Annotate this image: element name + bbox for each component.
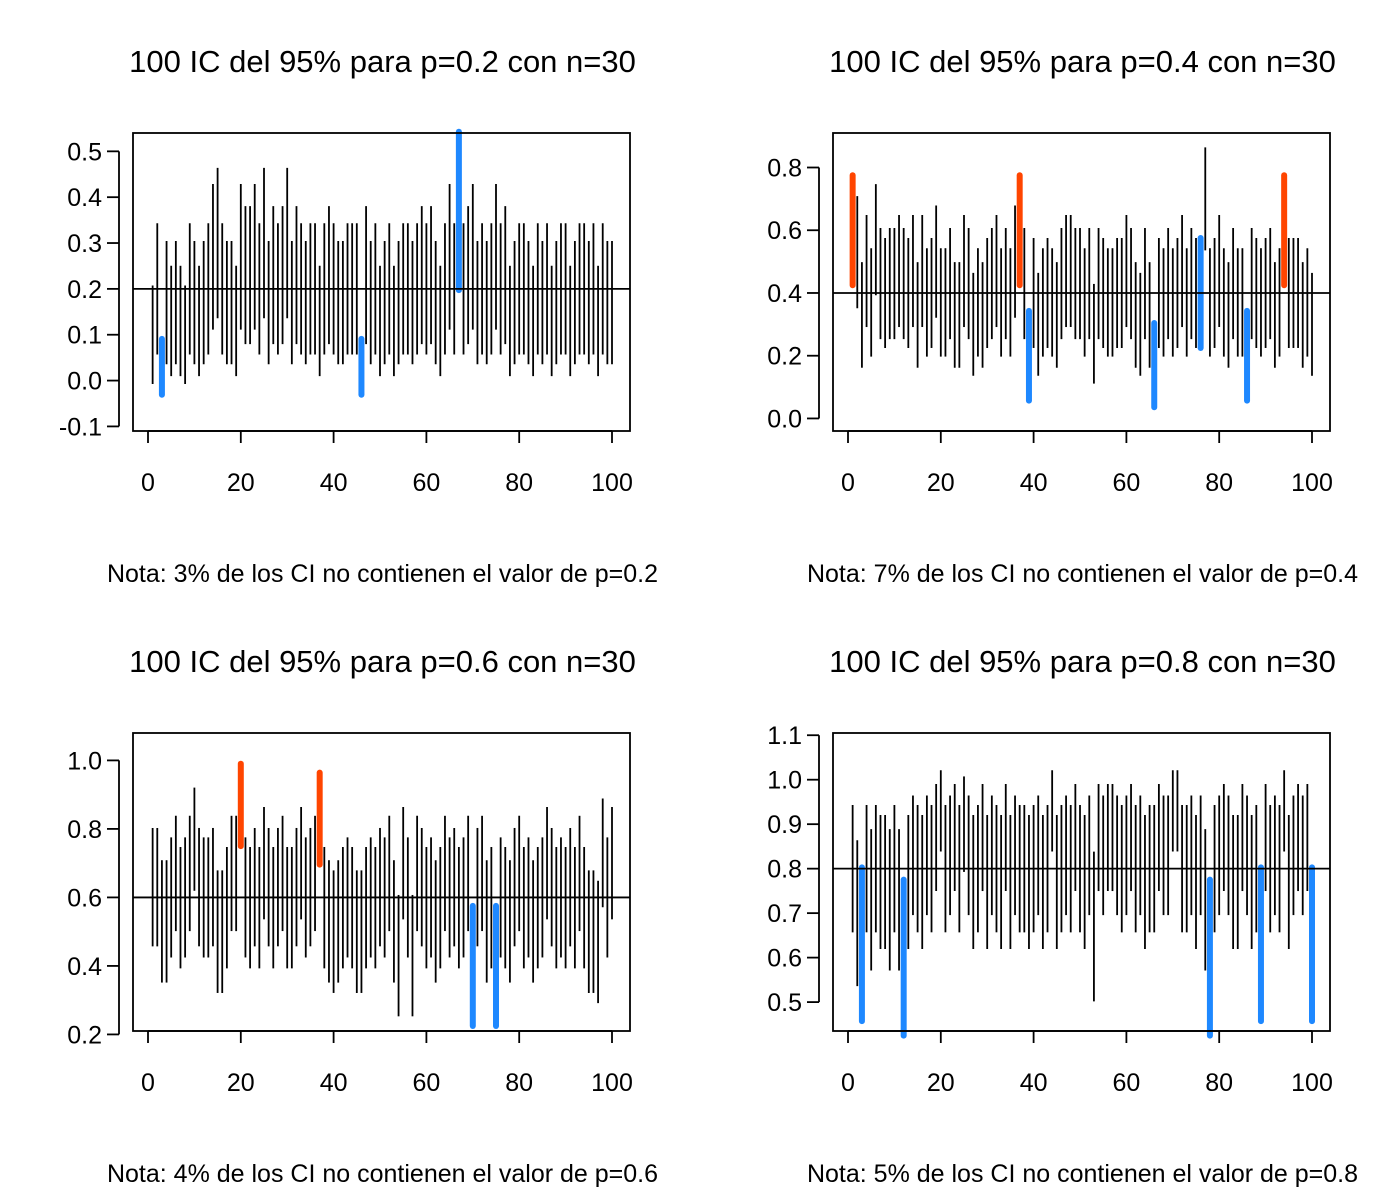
x-tick-label: 20: [927, 469, 955, 497]
x-tick-label: 60: [1112, 469, 1140, 497]
x-tick-label: 80: [505, 469, 533, 497]
x-tick-label: 20: [927, 1069, 955, 1097]
x-tick-label: 0: [841, 1069, 855, 1097]
x-tick-label: 100: [591, 469, 633, 497]
y-tick-label: 1.0: [767, 767, 802, 795]
x-tick-label: 0: [841, 469, 855, 497]
y-tick-label: 0.2: [67, 276, 102, 304]
ci-chart-p02: 0 20 40 60 80 100 -0.1 0.0 0.1 0.2 0.3 0.4 0.5: [59, 128, 633, 497]
x-tick-label: 80: [1205, 469, 1233, 497]
y-tick-label: 1.1: [767, 722, 802, 750]
y-tick-label: 0.4: [767, 280, 802, 308]
y-tick-label: 0.1: [67, 322, 102, 350]
y-tick-label: 0.5: [767, 989, 802, 1017]
ci-chart-p08: 0 20 40 60 80 100 0.5 0.6 0.7 0.8 0.9 1.0 1.1: [767, 722, 1333, 1097]
chart-title: 100 IC del 95% para p=0.8 con n=30: [829, 644, 1336, 679]
x-tick-label: 100: [1291, 1069, 1333, 1097]
ci-chart-p04: 0 20 40 60 80 100 0.0 0.2 0.4 0.6 0.8: [767, 132, 1333, 497]
y-tick-label: 0.2: [67, 1021, 102, 1049]
x-tick-label: 60: [1112, 1069, 1140, 1097]
panel-1: 100 IC del 95% para p=0.2 con n=30 0 20 40…: [0, 0, 700, 600]
y-tick-label: 0.3: [67, 230, 102, 258]
x-tick-label: 80: [505, 1069, 533, 1097]
y-tick-label: 0.8: [767, 856, 802, 884]
x-tick-label: 80: [1205, 1069, 1233, 1097]
x-tick-label: 40: [1020, 1069, 1048, 1097]
x-tick-label: 60: [412, 1069, 440, 1097]
y-tick-label: 0.6: [767, 945, 802, 973]
x-tick-label: 100: [1291, 469, 1333, 497]
x-tick-label: 20: [227, 469, 255, 497]
chart-title: 100 IC del 95% para p=0.4 con n=30: [829, 44, 1336, 79]
y-tick-label: 0.6: [767, 217, 802, 245]
panel-3: 100 IC del 95% para p=0.6 con n=30 0 20 40…: [0, 600, 700, 1200]
y-tick-label: 0.6: [67, 884, 102, 912]
panel-2: 100 IC del 95% para p=0.4 con n=30 0 20 40…: [700, 0, 1400, 600]
chart-note: Nota: 3% de los CI no contienen el valor…: [106, 560, 659, 588]
y-tick-label: 0.7: [767, 900, 802, 928]
x-tick-label: 40: [320, 1069, 348, 1097]
y-tick-label: -0.1: [59, 413, 102, 441]
y-tick-label: 1.0: [67, 747, 102, 775]
y-tick-label: 0.9: [767, 811, 802, 839]
y-tick-label: 0.0: [767, 405, 802, 433]
chart-title: 100 IC del 95% para p=0.6 con n=30: [129, 644, 636, 679]
x-tick-label: 20: [227, 1069, 255, 1097]
x-tick-label: 60: [412, 469, 440, 497]
chart-note: Nota: 5% de los CI no contienen el valor…: [806, 1160, 1359, 1188]
chart-title: 100 IC del 95% para p=0.2 con n=30: [129, 44, 636, 79]
chart-note: Nota: 7% de los CI no contienen el valor…: [806, 560, 1359, 588]
x-tick-label: 40: [1020, 469, 1048, 497]
y-tick-label: 0.4: [67, 184, 102, 212]
y-tick-label: 0.8: [767, 155, 802, 183]
panel-4: 100 IC del 95% para p=0.8 con n=30 0 20 40…: [700, 600, 1400, 1200]
x-tick-label: 0: [141, 469, 155, 497]
y-tick-label: 0.5: [67, 138, 102, 166]
y-tick-label: 0.4: [67, 953, 102, 981]
x-tick-label: 40: [320, 469, 348, 497]
y-tick-label: 0.0: [67, 368, 102, 396]
chart-note: Nota: 4% de los CI no contienen el valor…: [106, 1160, 659, 1188]
ci-chart-p06: 0 20 40 60 80 100 0.2 0.4 0.6 0.8 1.0: [67, 732, 633, 1097]
x-tick-label: 100: [591, 1069, 633, 1097]
y-tick-label: 0.2: [767, 343, 802, 371]
x-tick-label: 0: [141, 1069, 155, 1097]
y-tick-label: 0.8: [67, 816, 102, 844]
